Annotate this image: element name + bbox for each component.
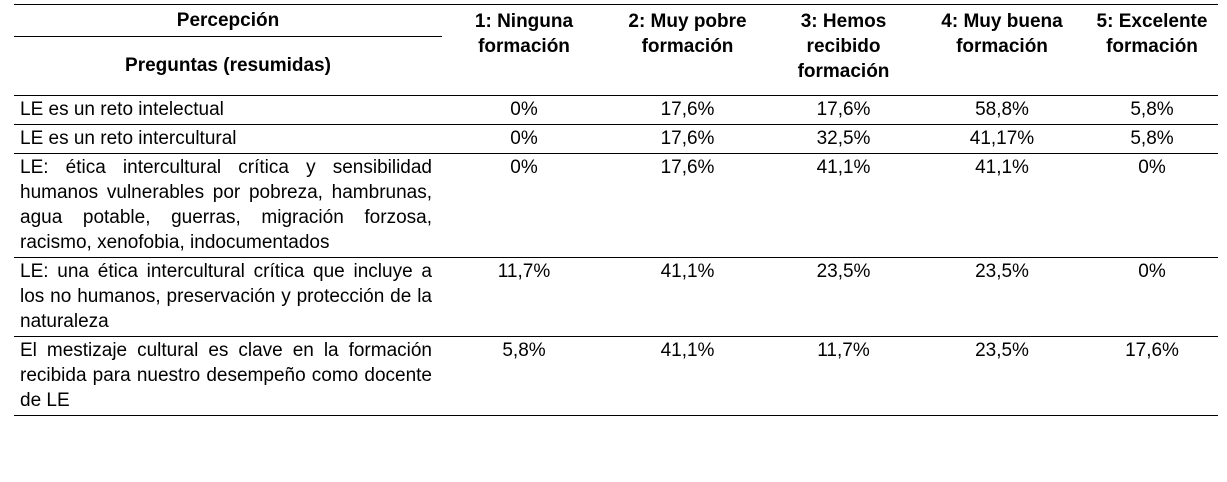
row-value-5: 5,8% [1086, 124, 1218, 154]
scale-header-1: 1: Ninguna formación [442, 4, 606, 96]
row-value-5: 5,8% [1086, 95, 1218, 125]
row-value-1: 11,7% [442, 257, 606, 337]
row-value-4: 23,5% [918, 336, 1086, 416]
percepcion-header: Percepción [14, 5, 442, 37]
header-row: Percepción Preguntas (resumidas) 1: Ning… [14, 4, 1218, 96]
row-question: El mestizaje cultural es clave en la for… [14, 336, 442, 416]
row-value-3: 17,6% [769, 95, 918, 125]
table-row: LE es un reto intelectual 0% 17,6% 17,6%… [14, 95, 1218, 125]
perception-table: Percepción Preguntas (resumidas) 1: Ning… [14, 4, 1218, 416]
row-value-3: 11,7% [769, 336, 918, 416]
row-value-4: 23,5% [918, 257, 1086, 337]
row-value-4: 41,17% [918, 124, 1086, 154]
row-question: LE es un reto intercultural [14, 124, 442, 154]
row-value-1: 0% [442, 95, 606, 125]
row-value-5: 0% [1086, 153, 1218, 258]
row-value-2: 41,1% [606, 257, 769, 337]
scale-header-2: 2: Muy pobre formación [606, 4, 769, 96]
row-value-5: 0% [1086, 257, 1218, 337]
row-question: LE es un reto intelectual [14, 95, 442, 125]
scale-header-3: 3: Hemos recibido formación [769, 4, 918, 96]
question-column-header: Percepción Preguntas (resumidas) [14, 4, 442, 96]
row-value-3: 41,1% [769, 153, 918, 258]
scale-header-4: 4: Muy buena formación [918, 4, 1086, 96]
row-value-2: 17,6% [606, 153, 769, 258]
scale-header-5: 5: Excelente formación [1086, 4, 1218, 96]
row-value-4: 58,8% [918, 95, 1086, 125]
row-value-1: 5,8% [442, 336, 606, 416]
row-value-1: 0% [442, 153, 606, 258]
row-value-5: 17,6% [1086, 336, 1218, 416]
row-value-1: 0% [442, 124, 606, 154]
row-value-3: 23,5% [769, 257, 918, 337]
row-value-3: 32,5% [769, 124, 918, 154]
row-value-2: 17,6% [606, 124, 769, 154]
row-value-2: 41,1% [606, 336, 769, 416]
table-row: El mestizaje cultural es clave en la for… [14, 336, 1218, 416]
row-value-4: 41,1% [918, 153, 1086, 258]
row-question: LE: ética intercultural crítica y sensib… [14, 153, 442, 258]
row-question: LE: una ética intercultural crítica que … [14, 257, 442, 337]
preguntas-header: Preguntas (resumidas) [125, 55, 331, 76]
table-row: LE es un reto intercultural 0% 17,6% 32,… [14, 124, 1218, 154]
row-value-2: 17,6% [606, 95, 769, 125]
table-row: LE: ética intercultural crítica y sensib… [14, 153, 1218, 258]
table-row: LE: una ética intercultural crítica que … [14, 257, 1218, 337]
